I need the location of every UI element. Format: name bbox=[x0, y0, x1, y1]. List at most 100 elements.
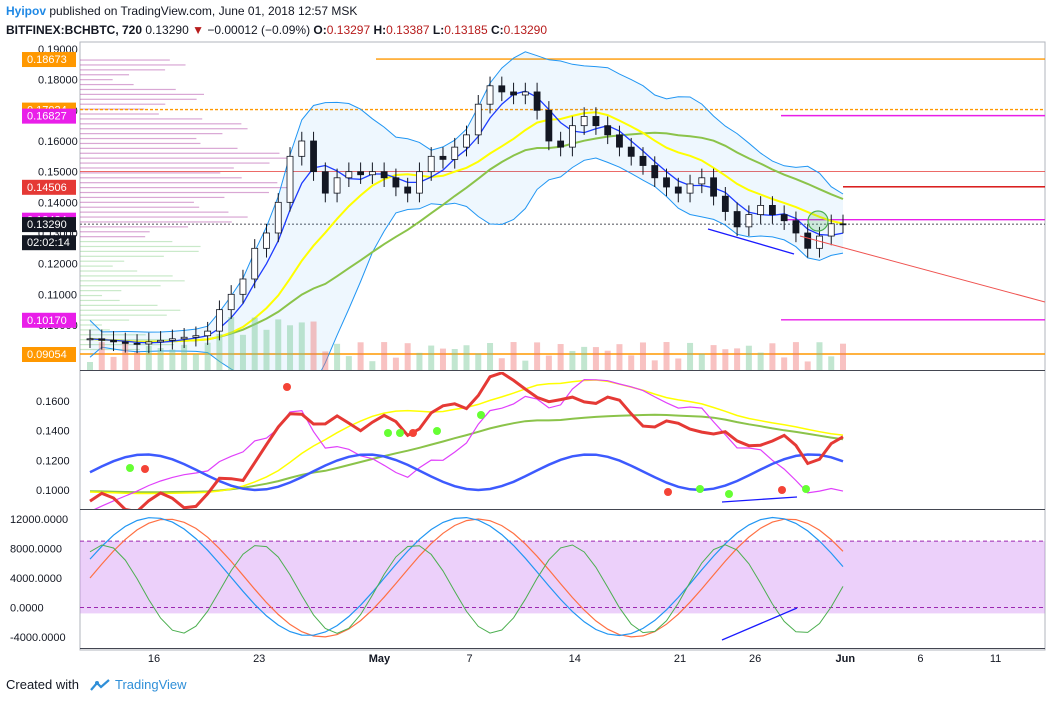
volume-profile-bar bbox=[80, 79, 113, 81]
candle-body bbox=[86, 338, 94, 341]
candle-body bbox=[310, 140, 317, 173]
volume-bar bbox=[475, 353, 482, 370]
stochastic-axis: 12000.0000 8000.0000 4000.0000 0.0000 -4000.… bbox=[10, 514, 68, 644]
stochastic-tick-label: 0.0000 bbox=[10, 603, 44, 615]
high-value: 0.13387 bbox=[386, 23, 430, 37]
volume-bar bbox=[734, 348, 741, 370]
volume-profile-bar bbox=[80, 69, 166, 71]
signal-dot bbox=[433, 427, 441, 435]
oscillator-tick-label: 0.1600 bbox=[36, 396, 70, 408]
tradingview-link[interactable]: TradingView bbox=[114, 677, 187, 692]
candle-body bbox=[451, 146, 459, 160]
candle-body bbox=[180, 336, 188, 340]
low-label: L: bbox=[432, 23, 445, 37]
stochastic-tick-label: 4000.0000 bbox=[10, 573, 62, 585]
volume-bar bbox=[710, 345, 717, 370]
price-label: 0.10170 bbox=[27, 315, 67, 327]
oscillator-tick-label: 0.1000 bbox=[36, 485, 70, 497]
time-tick-label: 6 bbox=[917, 653, 923, 665]
tradingview-logo-icon[interactable] bbox=[89, 678, 111, 692]
trendline-support bbox=[707, 228, 795, 255]
candle-body bbox=[192, 335, 200, 338]
volume-bar bbox=[345, 356, 352, 370]
volume-bar bbox=[545, 355, 552, 370]
close-value: 0.13290 bbox=[503, 23, 548, 37]
time-tick-label: 11 bbox=[990, 653, 1001, 665]
volume-bar bbox=[392, 357, 399, 370]
candle-body bbox=[427, 155, 435, 173]
volume-bar bbox=[757, 352, 764, 370]
stochastic-pane[interactable] bbox=[80, 516, 1045, 641]
volume-bar bbox=[639, 342, 646, 370]
stochastic-band bbox=[80, 541, 1045, 614]
volume-bar bbox=[122, 343, 129, 370]
volume-bar bbox=[416, 352, 423, 370]
volume-profile-bar bbox=[80, 334, 146, 336]
candle-body bbox=[627, 146, 635, 157]
volume-bar bbox=[828, 356, 835, 370]
price-pane[interactable] bbox=[80, 51, 1045, 403]
candle-body bbox=[239, 278, 247, 295]
volume-profile-bar bbox=[80, 226, 189, 228]
volume-bar bbox=[663, 342, 670, 370]
volume-profile-bar bbox=[80, 265, 113, 267]
volume-bar bbox=[134, 352, 141, 370]
volume-bar bbox=[581, 346, 588, 370]
volume-profile-bar bbox=[80, 182, 278, 184]
candle-body bbox=[616, 134, 623, 148]
volume-bar bbox=[792, 342, 799, 370]
volume-bar bbox=[381, 342, 388, 370]
volume-profile-bar bbox=[80, 211, 229, 213]
volume-bar bbox=[228, 317, 235, 370]
volume-profile-bar bbox=[80, 113, 159, 115]
signal-dot bbox=[802, 485, 810, 493]
volume-profile-bar bbox=[80, 250, 199, 252]
candle-body bbox=[333, 177, 341, 194]
oscillator-pane[interactable] bbox=[89, 372, 844, 512]
volume-bar bbox=[628, 355, 635, 370]
volume-profile-bar bbox=[80, 98, 197, 100]
candle-body bbox=[321, 171, 329, 194]
signal-dot bbox=[696, 485, 704, 493]
signal-dot bbox=[778, 486, 786, 494]
candle-body bbox=[274, 201, 282, 234]
volume-bar bbox=[322, 351, 329, 370]
candle-body bbox=[592, 116, 600, 127]
volume-profile-bar bbox=[80, 280, 185, 282]
time-tick-label: Jun bbox=[836, 653, 856, 665]
volume-profile-bar bbox=[80, 329, 110, 331]
volume-bar bbox=[369, 361, 376, 370]
volume-bar bbox=[98, 342, 105, 370]
volume-profile-bar bbox=[80, 236, 146, 238]
volume-profile-bar bbox=[80, 216, 248, 218]
price-tick-label: 0.18000 bbox=[38, 75, 78, 87]
stochastic-blue bbox=[89, 516, 844, 637]
volume-profile-bar bbox=[80, 299, 120, 302]
candle-body bbox=[663, 177, 670, 188]
volume-profile-bar bbox=[80, 137, 197, 140]
candle-body bbox=[521, 91, 529, 96]
volume-profile-bar bbox=[80, 245, 201, 248]
volume-profile-bar bbox=[80, 344, 174, 346]
volume-bar bbox=[569, 350, 576, 370]
price-label-bg bbox=[22, 347, 76, 362]
price-tick-label: 0.16000 bbox=[38, 136, 78, 148]
price-label-bg bbox=[22, 312, 76, 328]
volume-profile-bar bbox=[80, 152, 280, 154]
volume-bar bbox=[816, 342, 823, 370]
author-name[interactable]: Hyipov bbox=[6, 4, 47, 18]
candle-body bbox=[251, 247, 259, 280]
candle-body bbox=[286, 155, 294, 203]
candle-body bbox=[98, 338, 106, 341]
candle-body bbox=[510, 91, 517, 96]
volume-bar bbox=[192, 354, 199, 370]
candle-body bbox=[157, 339, 164, 343]
signal-dot bbox=[396, 429, 404, 437]
symbol-info: BITFINEX:BCHBTC, 720 0.13290 ▼ −0.00012 … bbox=[6, 23, 547, 37]
stochastic-green bbox=[89, 544, 844, 634]
time-tick-label: 7 bbox=[467, 653, 473, 665]
volume-profile-bar bbox=[80, 348, 141, 351]
candle-body bbox=[168, 338, 176, 341]
open-label: O: bbox=[313, 23, 327, 37]
